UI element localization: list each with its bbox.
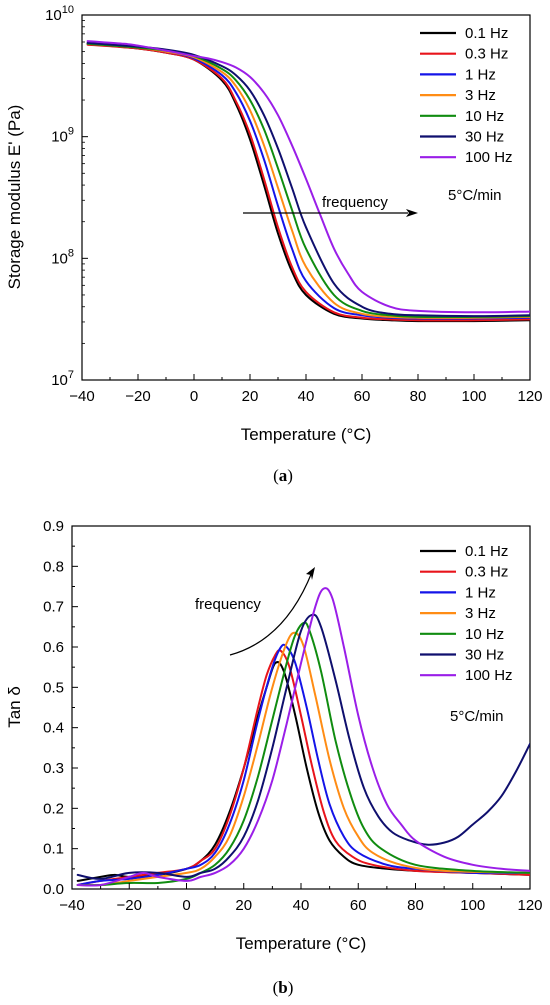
frequency-label-a: frequency [322,194,388,211]
x-tick-label-b: −40 [59,897,84,914]
y-tick-label-b: 0.7 [43,599,64,616]
series-line-a-3-hz [86,42,530,319]
x-tick-label-a: 20 [242,388,259,405]
y-tick-label-b: 0.5 [43,679,64,696]
x-tick-label-a: 40 [298,388,315,405]
y-tick-label-a: 109 [51,126,74,146]
x-tick-label-b: 0 [182,897,190,914]
x-tick-label-b: 60 [350,897,367,914]
annotations-a: frequency 5°C/min [243,187,502,217]
rate-label-b: 5°C/min [450,708,504,725]
ticks-a: −40 −20 0 20 40 60 80 100 120 107 108 109 1010 [45,4,542,405]
series-lines-a [86,40,530,323]
legend-label-a: 100 Hz [465,149,513,166]
series-line-a-10-hz [86,42,530,319]
legend-label-b: 100 Hz [465,667,513,684]
series-line-a-100-hz [86,40,530,314]
x-axis-title-b: Temperature (°C) [236,934,367,953]
frequency-arrow-head-a [406,209,418,217]
legend-b: 0.1 Hz 0.3 Hz 1 Hz 3 Hz 10 Hz 30 Hz 100 Hz [420,543,513,684]
ticks-b: −40 −20 0 20 40 60 80 100 120 0.0 0.1 0.2 0.3 0.4 0.5 0… [43,518,542,914]
y-tick-label-a: 1010 [45,4,74,24]
y-tick-label-b: 0.9 [43,518,64,535]
legend-label-b: 1 Hz [465,584,496,601]
legend-label-b: 30 Hz [465,647,504,664]
legend-label-a: 30 Hz [465,129,504,146]
rate-label-a: 5°C/min [448,187,502,204]
legend-label-a: 10 Hz [465,108,504,125]
legend-label-a: 0.1 Hz [465,25,508,42]
x-tick-label-a: −40 [69,388,94,405]
annotations-b: frequency 5°C/min [195,567,504,725]
x-tick-label-b: −20 [117,897,142,914]
series-lines-b [76,587,530,887]
series-line-b-100-hz [76,587,530,887]
series-line-b-0-3-hz [76,649,530,886]
caption-b-letter: b [278,978,287,997]
frequency-arrow-head-b [306,567,315,580]
series-line-a-0-1-hz [86,42,530,323]
legend-label-a: 3 Hz [465,87,496,104]
caption-b: (b) [273,978,294,997]
x-tick-label-a: −20 [125,388,150,405]
y-tick-label-b: 0.4 [43,720,64,737]
y-tick-label-b: 0.8 [43,558,64,575]
x-tick-label-b: 120 [517,897,542,914]
x-tick-label-b: 20 [235,897,252,914]
series-line-a-1-hz [86,42,530,320]
legend-a: 0.1 Hz 0.3 Hz 1 Hz 3 Hz 10 Hz 30 Hz 100 Hz [420,25,513,166]
y-tick-label-a: 108 [51,247,74,267]
series-line-a-0-3-hz [86,43,530,322]
caption-a: (a) [273,466,293,485]
x-tick-label-b: 80 [407,897,424,914]
y-tick-label-b: 0.3 [43,760,64,777]
panel-b: −40 −20 0 20 40 60 80 100 120 0.0 0.1 0.2 0.3 0.4 0.5 0… [5,518,543,997]
legend-label-b: 0.1 Hz [465,543,508,560]
x-tick-label-a: 0 [190,388,198,405]
legend-label-a: 1 Hz [465,66,496,83]
x-tick-label-a: 80 [410,388,427,405]
y-tick-label-b: 0.2 [43,800,64,817]
x-tick-label-a: 60 [354,388,371,405]
y-tick-label-b: 0.6 [43,639,64,656]
panel-a: −40 −20 0 20 40 60 80 100 120 107 108 109 1010 Tempe… [5,4,543,485]
series-line-a-30-hz [86,41,530,318]
y-axis-title-b: Tan δ [5,686,24,728]
series-line-b-1-hz [76,643,530,886]
legend-label-b: 0.3 Hz [465,564,508,581]
x-tick-label-b: 40 [293,897,310,914]
series-line-b-30-hz [76,613,530,880]
legend-label-a: 0.3 Hz [465,46,508,63]
x-tick-label-a: 100 [461,388,486,405]
frequency-arrow-b [229,571,313,656]
caption-a-letter: a [279,466,288,485]
y-tick-label-b: 0.0 [43,881,64,898]
x-axis-title-a: Temperature (°C) [241,425,372,444]
legend-label-b: 10 Hz [465,626,504,643]
x-tick-label-a: 120 [517,388,542,405]
frequency-label-b: frequency [195,596,261,613]
legend-label-b: 3 Hz [465,605,496,622]
x-tick-label-b: 100 [460,897,485,914]
y-axis-title-a: Storage modulus E' (Pa) [5,105,24,290]
y-tick-label-b: 0.1 [43,841,64,858]
y-tick-label-a: 107 [51,369,74,389]
